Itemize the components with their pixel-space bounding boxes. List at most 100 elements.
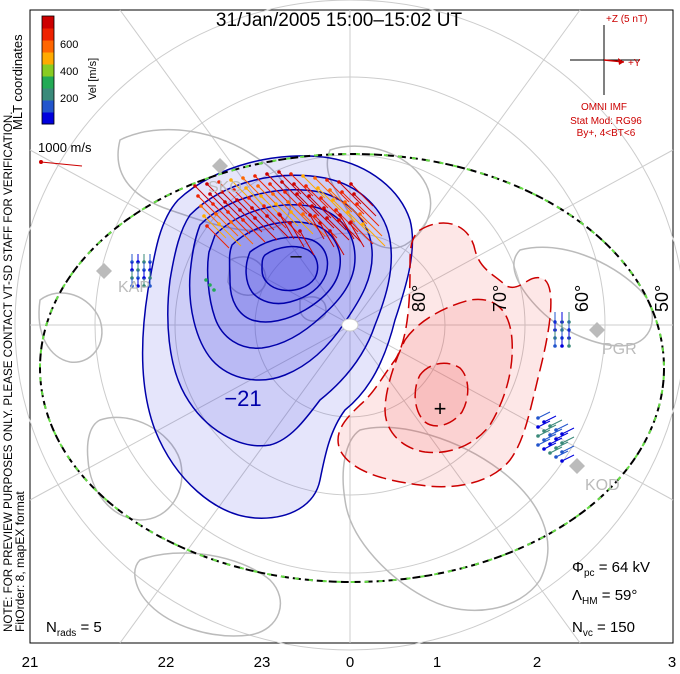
- velocity-vector: [302, 213, 326, 237]
- radar-stations: SKO KAP PGR KOD: [96, 158, 637, 494]
- velocity-vector: [344, 201, 368, 225]
- velocity-vector: [278, 213, 302, 237]
- velocity-vector-origin: [226, 210, 230, 214]
- magnetic-pole-marker: [341, 318, 359, 332]
- imf-y-label: +Y: [628, 58, 641, 69]
- velocity-vector-origin: [283, 190, 287, 194]
- velocity-vector-origin: [554, 455, 558, 459]
- velocity-vector-origin: [208, 283, 212, 287]
- velocity-vector: [549, 419, 563, 427]
- velocity-vector-origin: [319, 196, 323, 200]
- velocity-vector: [289, 222, 305, 248]
- map-title: 31/Jan/2005 15:00–15:02 UT: [216, 10, 463, 31]
- velocity-vector: [537, 438, 551, 446]
- velocity-vector-origin: [325, 216, 329, 220]
- velocity-vector: [314, 177, 338, 201]
- velocity-vector-origin: [567, 344, 571, 348]
- lat-label-70: 70°: [490, 285, 510, 312]
- potential-minimum-marker: –: [290, 245, 302, 267]
- velocity-vector-origin: [322, 206, 326, 210]
- velocity-vector-origin: [295, 192, 299, 196]
- velocity-vector: [230, 221, 254, 245]
- velocity-vector: [290, 173, 314, 197]
- velocity-vector-origin: [337, 180, 341, 184]
- mlt-tick-1: 1: [433, 654, 441, 671]
- velocity-vector: [555, 450, 569, 458]
- velocity-vector: [338, 181, 362, 205]
- colorbar-tick-200: 200: [60, 93, 78, 105]
- hm-latitude: ΛHM = 59°: [572, 587, 637, 607]
- velocity-vector-origin: [316, 186, 320, 190]
- velocity-vector: [329, 189, 353, 213]
- velocity-vector-origin: [211, 202, 215, 206]
- velocity-vector-origin: [274, 202, 278, 206]
- velocity-vector-origin: [286, 200, 290, 204]
- velocity-vector: [287, 201, 311, 225]
- hm-boundary-outer: [39, 153, 665, 583]
- colorbar-tick-400: 400: [60, 66, 78, 78]
- vector-count: Nvc = 150: [572, 619, 635, 639]
- velocity-vector-origin: [253, 216, 257, 220]
- velocity-vector-origin: [548, 442, 552, 446]
- velocity-vector-origin: [220, 190, 224, 194]
- velocity-vector-origin: [208, 192, 212, 196]
- velocity-vector-origin: [352, 192, 356, 196]
- velocity-vector-origin: [262, 204, 266, 208]
- lat-label-60: 60°: [572, 285, 592, 312]
- velocity-vector-origin: [288, 221, 292, 225]
- velocity-vector-origin: [536, 416, 540, 420]
- velocity-vector: [311, 205, 335, 229]
- coordinate-system-label: MLT coordinates: [10, 34, 25, 130]
- stat-value: = 5: [76, 619, 101, 636]
- stat-value: = 59°: [598, 587, 638, 604]
- velocity-vector: [349, 222, 365, 248]
- velocity-vector: [203, 215, 227, 239]
- stat-value: = 150: [593, 619, 635, 636]
- station-label-kap: KAP: [118, 279, 150, 296]
- velocity-vector-origin: [205, 182, 209, 186]
- velocity-vector: [543, 442, 557, 450]
- velocity-vector: [227, 211, 251, 235]
- mlt-tick-21: 21: [22, 654, 39, 671]
- velocity-vector: [319, 222, 335, 248]
- radar-count: Nrads = 5: [46, 619, 102, 639]
- mlt-tick-22: 22: [158, 654, 175, 671]
- mlt-tick-23: 23: [254, 654, 271, 671]
- imf-vector-head: [618, 58, 624, 65]
- stat-model-label: Stat Mod: RG96: [570, 116, 642, 127]
- mlt-tick-2: 2: [533, 654, 541, 671]
- velocity-vector-origin: [340, 190, 344, 194]
- velocity-vector-origin: [328, 229, 332, 233]
- stat-symbol: N: [572, 619, 583, 636]
- velocity-vector-origin: [301, 212, 305, 216]
- velocity-vector: [350, 221, 374, 245]
- stat-symbol: N: [46, 619, 57, 636]
- velocity-vector-origin: [265, 172, 269, 176]
- colorbar-swatch: [42, 16, 54, 29]
- velocity-vector: [326, 179, 350, 203]
- velocity-vector: [275, 203, 299, 227]
- velocity-vector: [543, 424, 557, 432]
- velocity-vector-origin: [337, 218, 341, 222]
- velocity-vector-origin: [142, 284, 146, 288]
- stat-subscript: vc: [583, 628, 593, 639]
- coastline-siberia: [342, 426, 549, 612]
- station-label-pgr: PGR: [602, 341, 637, 358]
- neg-contour: [206, 204, 356, 349]
- velocity-vector-origin: [548, 451, 552, 455]
- stat-subscript: rads: [57, 628, 76, 639]
- velocity-vector-origin: [308, 213, 312, 217]
- velocity-vector-origin: [244, 186, 248, 190]
- velocity-vector: [263, 205, 287, 229]
- colorbar-swatch: [42, 112, 54, 125]
- velocity-vector: [206, 225, 230, 249]
- hm-boundary: [39, 153, 665, 583]
- velocity-vector: [561, 427, 575, 435]
- velocity-vector-origin: [277, 170, 281, 174]
- velocity-vector: [549, 437, 563, 445]
- velocity-vector-origin: [560, 432, 564, 436]
- velocity-vector-origin: [241, 176, 245, 180]
- neg-contour-outer: [141, 155, 414, 519]
- velocity-vector-origin: [278, 213, 282, 217]
- velocity-vector: [323, 207, 347, 231]
